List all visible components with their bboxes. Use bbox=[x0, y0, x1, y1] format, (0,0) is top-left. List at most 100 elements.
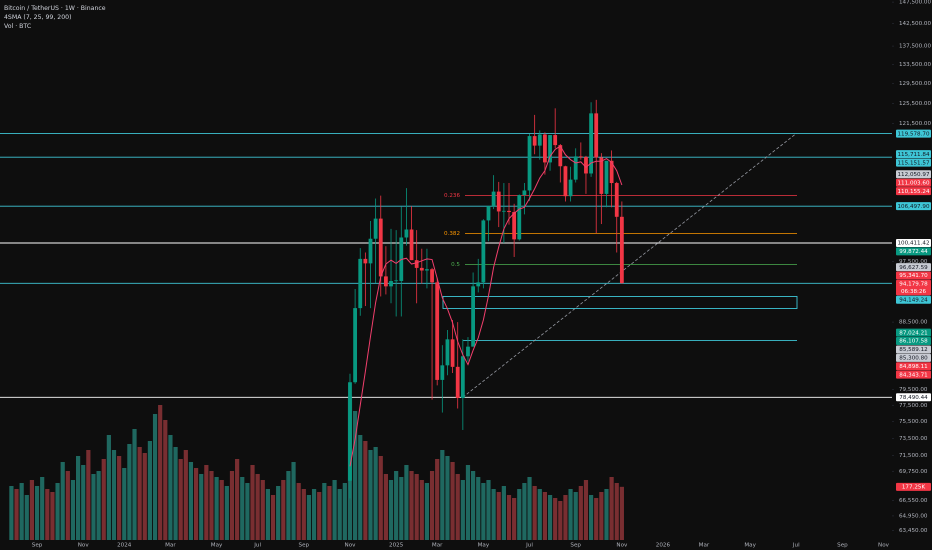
volume-bar bbox=[158, 405, 163, 540]
price-tag bbox=[896, 178, 931, 187]
volume-bar bbox=[75, 456, 81, 540]
price-tag-label: 95,341.70 bbox=[899, 273, 928, 279]
candle-body bbox=[548, 135, 552, 163]
volume-bar bbox=[445, 456, 450, 540]
x-tick-label: Jul bbox=[525, 543, 533, 549]
x-tick-label: Sep bbox=[299, 543, 310, 549]
volume-bar bbox=[383, 474, 388, 540]
fib-label: 0.382 bbox=[444, 231, 460, 237]
candle-body bbox=[378, 218, 383, 277]
volume-bar bbox=[55, 483, 60, 540]
volume-bar bbox=[547, 495, 553, 540]
candle-body bbox=[568, 179, 573, 197]
price-tag bbox=[896, 279, 931, 296]
volume-bar bbox=[178, 459, 183, 540]
price-tag bbox=[896, 370, 931, 379]
price-tag bbox=[896, 239, 931, 248]
candle-body bbox=[450, 339, 455, 367]
price-tag bbox=[896, 187, 931, 196]
volume-bar bbox=[101, 459, 106, 540]
volume-bar bbox=[594, 498, 599, 540]
price-tag-label: 99,872.44 bbox=[899, 249, 928, 255]
volume-bar bbox=[481, 483, 486, 540]
candle-body bbox=[389, 281, 393, 287]
volume-bar bbox=[501, 486, 506, 540]
price-tag bbox=[896, 202, 931, 211]
price-tag-label: 84,343.71 bbox=[899, 372, 928, 378]
candle-body bbox=[594, 113, 599, 158]
candle-body bbox=[589, 113, 593, 174]
price-tag-label: 106,497.90 bbox=[897, 204, 929, 210]
y-tick-label: 73,500.00 bbox=[899, 436, 928, 442]
candle-body bbox=[460, 356, 465, 399]
volume-bar bbox=[40, 477, 45, 540]
volume-bar bbox=[373, 447, 378, 540]
price-tag bbox=[896, 337, 931, 346]
candle-body bbox=[578, 156, 583, 158]
price-tag-label: 112,050.97 bbox=[897, 172, 929, 178]
price-tag-label: 115,711.84 bbox=[897, 152, 929, 158]
countdown: 06:38:26 bbox=[901, 289, 927, 295]
candle-body bbox=[573, 156, 578, 180]
volume-bar bbox=[311, 489, 317, 540]
candle-body bbox=[543, 134, 547, 163]
volume-bar bbox=[558, 501, 563, 540]
candle-body bbox=[614, 183, 619, 217]
price-tag-label: 115,151.57 bbox=[897, 160, 929, 166]
volume-bar bbox=[204, 465, 209, 540]
volume-bar bbox=[209, 471, 214, 540]
candle-body bbox=[455, 366, 460, 399]
x-tick-label: Jul bbox=[253, 543, 261, 549]
price-tag bbox=[896, 328, 931, 337]
volume-bar bbox=[96, 471, 101, 540]
x-tick-label: Sep bbox=[570, 543, 581, 549]
volume-bar bbox=[332, 480, 337, 540]
volume-bar bbox=[152, 414, 158, 540]
x-tick-label: 2026 bbox=[656, 543, 671, 549]
volume-bar bbox=[306, 495, 312, 540]
x-tick-label: 2024 bbox=[117, 543, 132, 549]
volume-bar bbox=[429, 471, 435, 540]
x-tick-label: May bbox=[478, 543, 490, 549]
y-tick-label: 137,500.00 bbox=[899, 44, 931, 50]
volume-bar bbox=[358, 435, 363, 540]
volume-bar bbox=[388, 480, 394, 540]
volume-bar bbox=[219, 480, 224, 540]
volume-bar bbox=[460, 480, 465, 540]
candle-body bbox=[409, 229, 414, 261]
price-tag bbox=[896, 247, 931, 256]
volume-bar bbox=[29, 480, 35, 540]
price-tag bbox=[896, 353, 931, 362]
volume-bar bbox=[137, 447, 142, 540]
volume-bar bbox=[173, 447, 178, 540]
x-tick-label: Mar bbox=[432, 543, 443, 549]
volume-bar bbox=[188, 462, 194, 540]
sma-line bbox=[349, 145, 623, 467]
candle-body bbox=[507, 210, 511, 213]
volume-bar bbox=[91, 474, 96, 540]
candle-body bbox=[609, 160, 614, 184]
volume-bar bbox=[60, 462, 65, 540]
volume-bar bbox=[486, 480, 491, 540]
x-tick-label: 2025 bbox=[389, 543, 404, 549]
candle-body bbox=[358, 258, 363, 309]
price-tag-label: 78,490.44 bbox=[899, 395, 928, 401]
volume-bar bbox=[250, 465, 255, 540]
candle-body bbox=[419, 267, 424, 271]
volume-bar bbox=[142, 453, 147, 540]
candle-body bbox=[604, 160, 609, 194]
zone-box bbox=[442, 296, 798, 309]
volume-tag bbox=[896, 482, 931, 491]
volume-bar bbox=[224, 486, 229, 540]
volume-bar bbox=[599, 492, 604, 540]
volume-bar bbox=[86, 450, 91, 540]
volume-bar bbox=[455, 474, 460, 540]
price-tag-label: 100,411.42 bbox=[897, 241, 929, 247]
y-tick-label: 69,750.00 bbox=[899, 469, 928, 475]
volume-bar bbox=[9, 486, 14, 540]
volume-bar bbox=[276, 486, 281, 540]
volume-bar bbox=[342, 483, 347, 540]
price-tag-label: 84,898.11 bbox=[899, 364, 928, 370]
candle-body bbox=[558, 145, 563, 167]
